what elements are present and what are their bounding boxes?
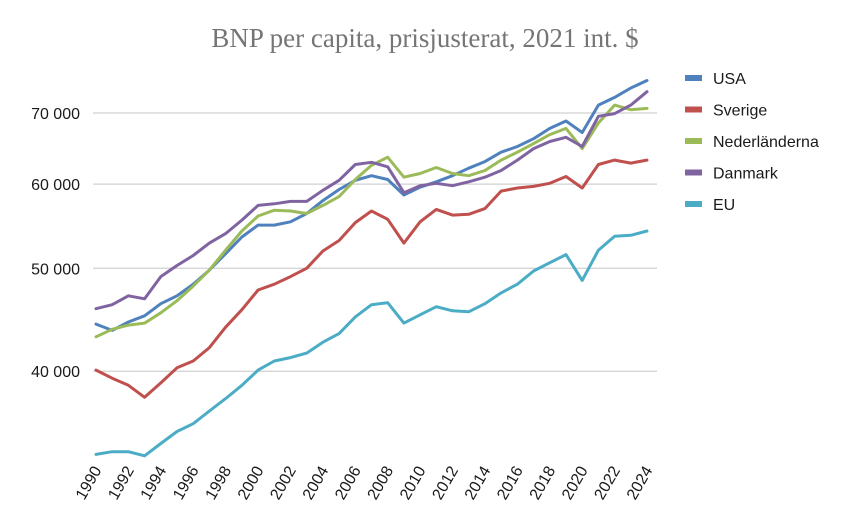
x-axis-tick-labels: 1990 1992 1994 1996 1998 2000 2002 2004 2006 2008… xyxy=(73,463,657,502)
x-tick-label: 1996 xyxy=(170,463,203,502)
legend-label: EU xyxy=(713,197,735,214)
series-line-nederländerna xyxy=(94,103,649,339)
legend-swatch xyxy=(685,75,702,81)
chart-title: BNP per capita, prisjusterat, 2021 int. … xyxy=(211,23,638,53)
series-line-danmark xyxy=(94,90,649,311)
x-tick-label: 2010 xyxy=(397,463,430,502)
x-tick-label: 2016 xyxy=(494,463,527,502)
series-line-eu xyxy=(94,229,649,458)
legend-item-nederländerna: Nederländerna xyxy=(685,134,819,151)
legend-item-danmark: Danmark xyxy=(685,166,779,183)
legend-swatch xyxy=(685,169,702,176)
x-tick-label: 2014 xyxy=(462,463,495,502)
x-tick-label: 2024 xyxy=(624,463,657,502)
y-axis-tick-labels: 40 000 50 000 60 000 70 000 xyxy=(31,106,80,381)
x-tick-label: 1990 xyxy=(73,463,106,502)
legend-swatch xyxy=(685,201,702,207)
legend-label: USA xyxy=(713,71,746,88)
x-tick-label: 2000 xyxy=(235,463,268,502)
x-tick-label: 2018 xyxy=(527,463,560,502)
series-line-usa xyxy=(94,79,649,332)
x-tick-label: 2020 xyxy=(559,463,592,502)
x-tick-label: 2012 xyxy=(429,463,462,502)
legend-swatch xyxy=(685,138,702,144)
x-tick-label: 1992 xyxy=(105,463,138,502)
legend: USA Sverige Nederländerna Danmark EU xyxy=(685,71,819,214)
legend-swatch xyxy=(685,106,702,113)
x-tick-label: 2022 xyxy=(592,463,625,502)
gridlines xyxy=(93,112,657,372)
x-tick-label: 2004 xyxy=(300,463,333,502)
x-tick-label: 2006 xyxy=(332,463,365,502)
y-tick-label: 40 000 xyxy=(31,364,80,381)
legend-item-usa: USA xyxy=(685,71,746,88)
x-tick-label: 2008 xyxy=(365,463,398,502)
legend-item-sverige: Sverige xyxy=(685,103,767,120)
legend-label: Danmark xyxy=(713,166,779,183)
y-tick-label: 70 000 xyxy=(31,106,80,123)
x-tick-label: 2002 xyxy=(267,463,300,502)
x-tick-label: 1994 xyxy=(138,463,171,502)
series-lines xyxy=(94,79,649,458)
legend-label: Sverige xyxy=(713,103,767,120)
series-line-sverige xyxy=(94,158,649,399)
x-tick-label: 1998 xyxy=(203,463,236,502)
legend-label: Nederländerna xyxy=(713,134,819,151)
y-tick-label: 50 000 xyxy=(31,261,80,278)
legend-item-eu: EU xyxy=(685,197,735,214)
y-tick-label: 60 000 xyxy=(31,177,80,194)
